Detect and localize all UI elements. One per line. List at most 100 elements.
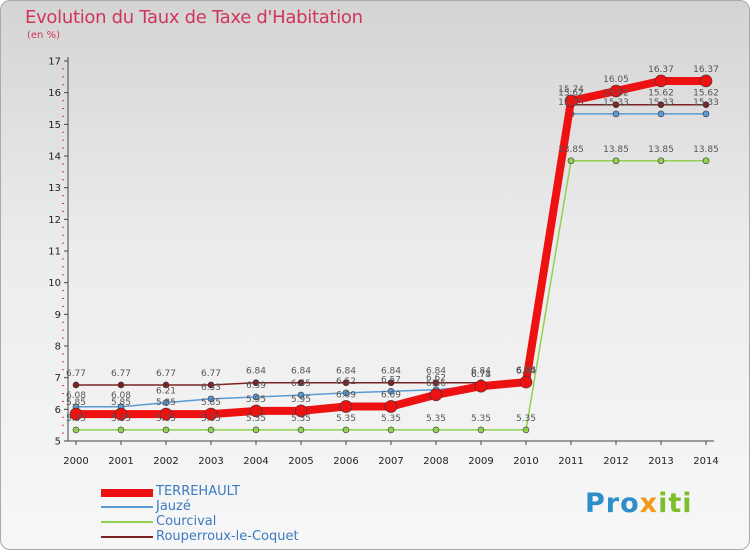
legend-label: Rouperroux-le-Coquet [156,529,299,544]
data-label: 13.85 [648,145,674,155]
data-point [612,101,620,108]
y-tick-label: 12 [48,215,61,226]
data-label: 15.74 [558,85,584,95]
data-label: 15.62 [693,89,719,99]
data-point [252,426,260,434]
data-label: 5.35 [471,414,491,424]
y-tick-label: 14 [48,152,61,163]
x-tick-label: 2008 [423,456,448,467]
legend-swatch [101,506,153,508]
data-point [207,426,215,434]
data-label: 5.35 [246,414,266,424]
y-tick-label: 13 [48,183,61,194]
data-label: 6.08 [66,391,86,401]
data-point [387,426,395,434]
data-point [339,400,353,413]
data-point [114,407,128,421]
data-point [72,381,80,389]
data-label: 15.33 [603,98,629,108]
data-point [522,426,530,434]
y-tick-label: 10 [48,278,61,289]
y-tick-label: 17 [48,57,61,68]
data-point [162,399,170,406]
data-label: 5.35 [516,414,536,424]
data-label: 6.62 [426,374,446,384]
data-point [702,110,710,118]
y-tick-label: 8 [55,342,61,353]
data-label: 15.33 [693,98,719,108]
chart-axes: 5 6 7 8 9 10 11 12 13 14 15 16 17 2000 2001 2002 2003 200… [48,57,718,468]
x-tick-label: 2001 [108,456,133,467]
x-tick-label: 2005 [288,456,313,467]
data-label: 16.05 [603,75,629,85]
chart-series [69,74,713,434]
data-point [657,110,665,118]
data-label: 6.09 [336,390,356,400]
data-point [207,381,215,389]
legend-label: TERREHAULT [156,484,241,499]
data-point [699,74,713,88]
data-label: 6.77 [66,369,86,379]
y-tick-label: 7 [55,373,61,384]
data-point [249,404,263,418]
x-tick-label: 2009 [468,456,493,467]
data-label: 5.85 [156,398,176,408]
x-tick-label: 2006 [333,456,358,467]
data-label: 5.35 [291,414,311,424]
data-label: 6.09 [381,390,401,400]
data-point [564,94,578,108]
data-label: 6.08 [111,391,131,401]
data-label: 5.85 [111,398,131,408]
data-label: 5.95 [246,395,266,405]
data-label: 6.84 [426,367,446,377]
data-label: 5.35 [156,414,176,424]
data-point [609,84,623,98]
data-label: 5.35 [426,414,446,424]
x-tick-label: 2011 [558,456,583,467]
data-label: 6.46 [426,379,446,389]
data-point [342,389,350,397]
data-label: 5.35 [111,414,131,424]
x-tick-label: 2000 [63,456,88,467]
data-label: 5.35 [201,414,221,424]
x-tick-label: 2002 [153,456,178,467]
data-label: 15.62 [558,89,584,99]
data-point [702,157,710,165]
x-tick-label: 2014 [693,456,718,467]
proxiti-logo: Proxiti [585,488,693,519]
legend-swatch [101,536,153,538]
data-point [477,426,485,434]
data-label: 6.84 [381,367,401,377]
x-tick-label: 2007 [378,456,403,467]
data-label: 13.85 [603,145,629,155]
data-point [117,426,125,434]
data-label: 6.57 [381,375,401,385]
data-point [162,426,170,434]
data-label: 6.84 [516,367,536,377]
x-tick-label: 2013 [648,456,673,467]
y-tick-label: 5 [55,437,61,448]
data-label: 15.62 [648,89,674,99]
data-point [297,379,305,387]
data-label: 5.85 [66,398,86,408]
data-label: 13.85 [558,145,584,155]
chart-unit-label: (en %) [27,30,60,41]
data-point [159,407,173,421]
data-label: 6.84 [336,367,356,377]
data-label: 6.45 [291,379,311,389]
series-line [72,76,710,419]
data-label: 15.33 [558,98,584,108]
data-label: 6.39 [246,381,266,391]
data-label: 15.33 [648,98,674,108]
series-line [75,113,707,408]
data-point [567,157,575,165]
data-label: 6.77 [111,369,131,379]
data-label: 6.84 [291,367,311,377]
data-label: 5.35 [381,414,401,424]
data-label: 6.74 [471,370,491,380]
legend-label: Courcival [156,514,217,529]
data-label: 13.85 [693,145,719,155]
data-point [207,395,215,403]
data-point [252,393,260,401]
